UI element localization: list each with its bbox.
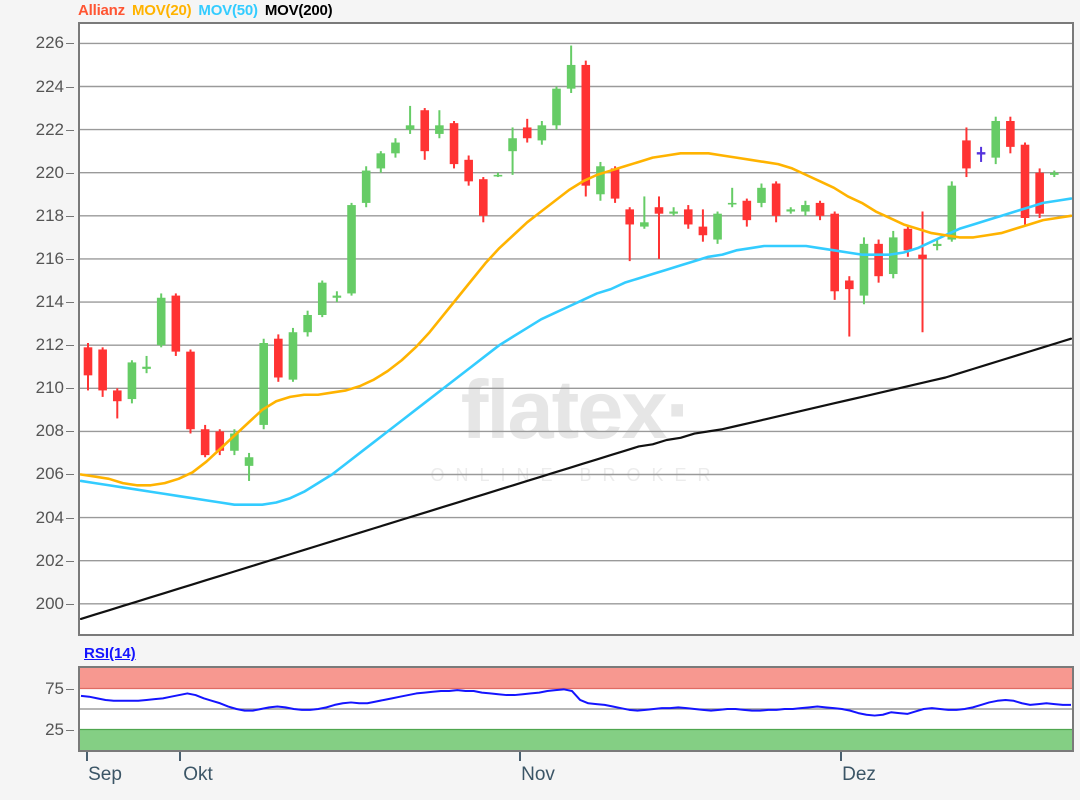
price-y-tick-mark — [66, 345, 74, 347]
rsi-y-tick-label: 25 — [45, 719, 64, 739]
x-tick-mark — [179, 752, 181, 761]
price-y-tick-mark — [66, 172, 74, 174]
price-y-tick-label: 226 — [35, 33, 64, 53]
price-y-tick-mark — [66, 560, 74, 562]
price-y-tick-label: 214 — [35, 292, 64, 312]
price-y-tick-label: 216 — [35, 248, 64, 268]
price-y-tick-label: 208 — [35, 421, 64, 441]
price-y-tick-mark — [66, 603, 74, 605]
x-tick-label: Nov — [521, 764, 555, 785]
x-tick-mark — [519, 752, 521, 761]
price-candlestick-svg — [80, 42, 1072, 621]
price-y-tick-label: 218 — [35, 205, 64, 225]
price-y-tick-mark — [66, 431, 74, 433]
price-chart-panel[interactable]: flatex· ONLINE BROKER — [78, 22, 1074, 636]
price-y-tick-label: 220 — [35, 162, 64, 182]
legend-item-mov50: MOV(50) — [198, 2, 258, 19]
price-y-tick-label: 200 — [35, 593, 64, 613]
price-y-tick-label: 206 — [35, 464, 64, 484]
x-tick-label: Sep — [88, 764, 122, 785]
price-y-tick-mark — [66, 86, 74, 88]
rsi-y-tick-mark — [66, 729, 74, 731]
rsi-y-tick-label: 75 — [45, 678, 64, 698]
price-y-tick-mark — [66, 517, 74, 519]
price-y-tick-mark — [66, 302, 74, 304]
x-tick-mark — [86, 752, 88, 761]
x-axis: Sep Okt Nov Dez — [0, 752, 1080, 800]
rsi-y-axis: 75 25 — [0, 666, 74, 752]
rsi-chart-panel[interactable] — [78, 666, 1074, 752]
x-tick-label: Dez — [842, 764, 876, 785]
rsi-y-tick-mark — [66, 688, 74, 690]
price-y-tick-mark — [66, 129, 74, 131]
chart-legend: Allianz MOV(20) MOV(50) MOV(200) — [78, 2, 333, 20]
legend-item-mov200: MOV(200) — [264, 2, 333, 19]
legend-item-mov20: MOV(20) — [131, 2, 192, 19]
price-y-tick-label: 224 — [35, 76, 64, 96]
rsi-line-svg — [80, 668, 1072, 750]
price-y-tick-label: 212 — [35, 335, 64, 355]
price-y-tick-mark — [66, 258, 74, 260]
price-y-tick-mark — [66, 43, 74, 45]
price-y-axis: 200 202 204 206 208 210 212 214 216 218 220 222 224 2… — [0, 22, 74, 636]
price-y-tick-mark — [66, 474, 74, 476]
price-y-tick-mark — [66, 388, 74, 390]
x-tick-label: Okt — [183, 764, 213, 785]
x-tick-mark — [840, 752, 842, 761]
rsi-panel-title: RSI(14) — [84, 645, 136, 662]
price-y-tick-mark — [66, 215, 74, 217]
legend-item-allianz: Allianz — [78, 2, 125, 19]
price-y-tick-label: 222 — [35, 119, 64, 139]
price-y-tick-label: 204 — [35, 507, 64, 527]
price-y-tick-label: 210 — [35, 378, 64, 398]
price-y-tick-label: 202 — [35, 550, 64, 570]
